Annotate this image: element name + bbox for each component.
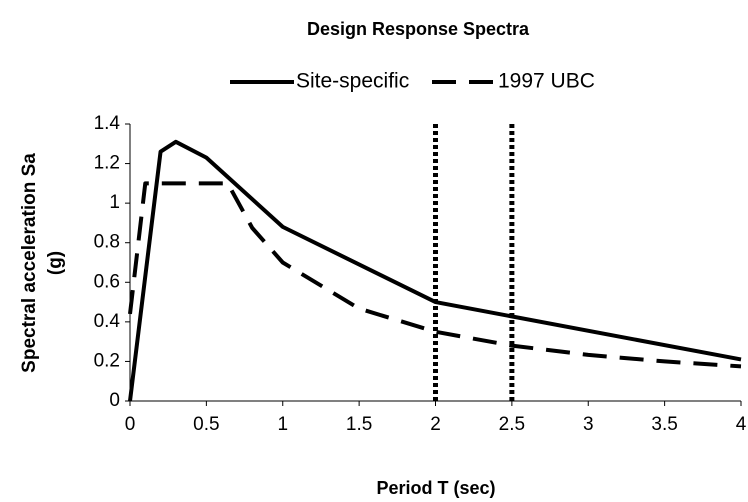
y-tick-label: 0.4 bbox=[94, 311, 121, 332]
chart-title: Design Response Spectra bbox=[307, 19, 530, 39]
y-axis-label: Spectral acceleration Sa (g) bbox=[19, 153, 66, 373]
y-tick-label: 0.6 bbox=[94, 271, 120, 292]
y-axis-label-line: Spectral acceleration Sa bbox=[19, 153, 40, 373]
x-tick-label: 2 bbox=[430, 414, 441, 435]
x-tick-label: 2.5 bbox=[499, 414, 525, 435]
legend-label: 1997 UBC bbox=[498, 70, 595, 93]
series-line bbox=[128, 181, 742, 369]
x-tick-label: 4 bbox=[736, 414, 747, 435]
y-tick-label: 0.2 bbox=[94, 350, 120, 371]
series-line bbox=[128, 139, 742, 402]
x-tick-label: 1 bbox=[277, 414, 288, 435]
y-axis-label-line: (g) bbox=[45, 251, 66, 275]
y-tick-label: 1 bbox=[109, 192, 120, 213]
legend-label: Site-specific bbox=[296, 70, 409, 93]
x-tick-label: 3.5 bbox=[651, 414, 677, 435]
x-tick-label: 0 bbox=[125, 414, 136, 435]
x-tick-label: 0.5 bbox=[193, 414, 219, 435]
x-tick-label: 3 bbox=[583, 414, 594, 435]
y-tick-label: 1.2 bbox=[94, 153, 120, 174]
x-axis-label: Period T (sec) bbox=[376, 478, 495, 498]
y-tick-label: 0.8 bbox=[94, 232, 120, 253]
x-tick-label: 1.5 bbox=[346, 414, 372, 435]
y-tick-label: 0 bbox=[109, 390, 120, 411]
y-tick-label: 1.4 bbox=[94, 113, 121, 134]
